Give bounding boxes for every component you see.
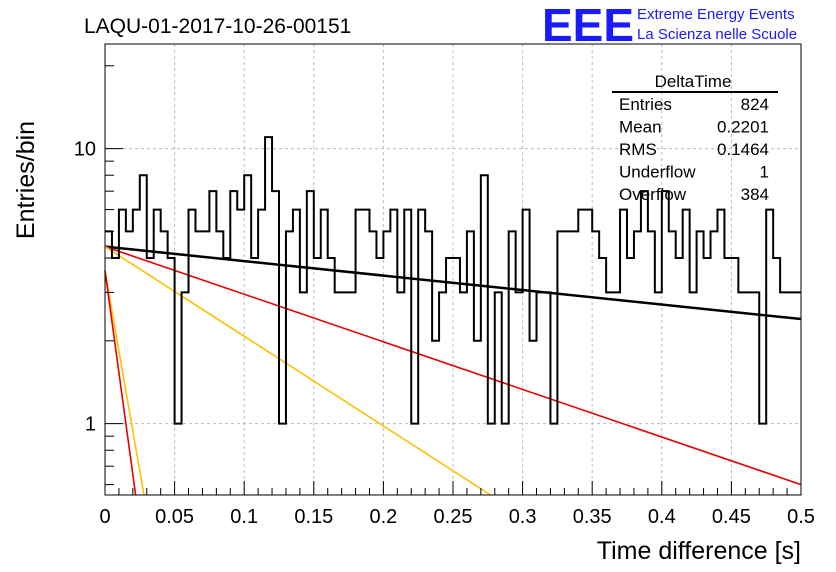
axis-ticks [104,65,802,495]
stats-value: 0.2201 [717,118,769,137]
stats-label: Mean [619,118,662,137]
fit-curve [104,270,137,496]
histogram-line [105,136,801,425]
x-tick-label: 0.2 [369,506,397,528]
x-tick-labels: 0 0.05 0.1 0.15 0.2 0.25 0.3 0.35 0.4 0.45 0.5 [99,506,814,528]
stats-box: DeltaTime Entries 824 Mean 0.2201 RMS 0.1464 U… [612,72,778,204]
x-tick-label: 0.4 [648,506,676,528]
logo-line-1: Extreme Energy Events [637,6,795,23]
fit-curve [104,270,145,496]
chart-title: LAQU-01-2017-10-26-00151 [84,15,351,38]
eee-logo: EEE [542,0,634,51]
stats-label: Entries [619,95,672,114]
x-axis-title: Time difference [s] [597,537,801,565]
y-tick-label: 10 [74,139,96,161]
x-tick-label: 0.3 [509,506,537,528]
x-tick-label: 0.15 [294,506,333,528]
stats-rows: Entries 824 Mean 0.2201 RMS 0.1464 Underflow 1 O… [619,95,769,204]
stats-value: 824 [741,95,769,114]
fit-curve [104,245,492,496]
stats-label: Underflow [619,163,696,182]
y-tick-label: 1 [85,414,96,436]
y-tick-labels: 1 10 [74,139,96,436]
x-tick-label: 0.5 [787,506,815,528]
stats-value: 384 [741,185,769,204]
x-tick-label: 0 [99,506,110,528]
fit-curve [104,245,802,321]
fit-curve [104,245,802,486]
stats-label: Overflow [619,185,687,204]
stats-name: DeltaTime [655,72,732,91]
y-axis-title: Entries/bin [12,121,40,239]
fit-curves [104,245,802,496]
x-tick-label: 0.35 [573,506,612,528]
x-tick-label: 0.45 [712,506,751,528]
stats-label: RMS [619,140,657,159]
stats-value: 0.1464 [717,140,769,159]
x-tick-label: 0.1 [230,506,258,528]
grid-lines [105,44,801,495]
x-tick-label: 0.05 [155,506,194,528]
logo-line-2: La Scienza nelle Scuole [637,26,797,43]
x-tick-label: 0.25 [434,506,473,528]
stats-value: 1 [760,163,769,182]
